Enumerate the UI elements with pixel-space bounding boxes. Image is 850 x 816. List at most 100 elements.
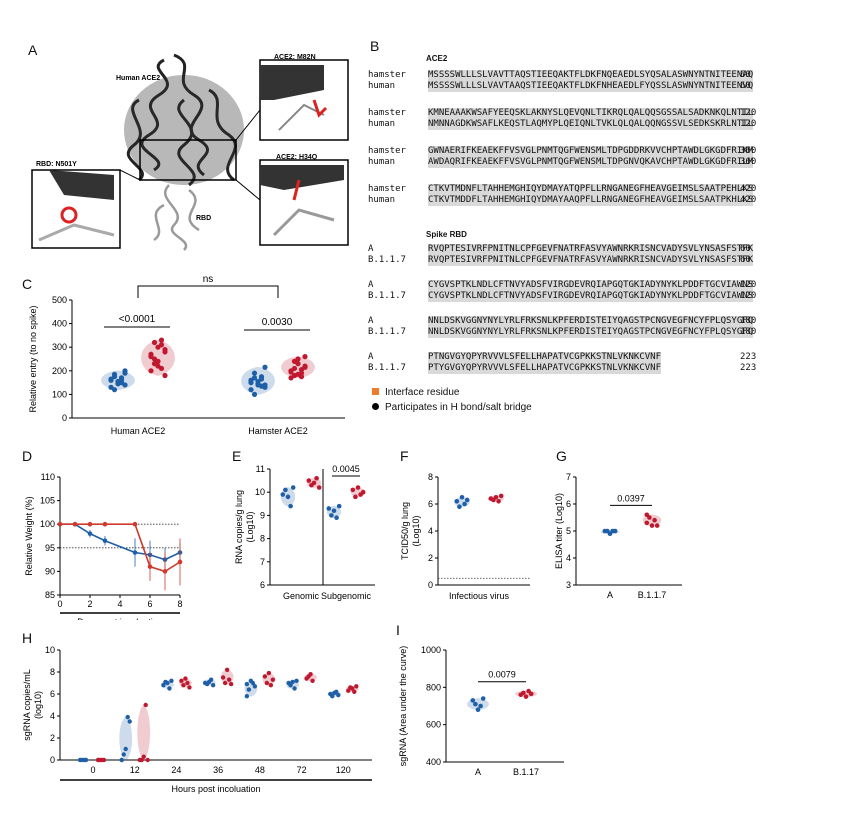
spike-title: Spike RBD <box>426 230 467 239</box>
data-point <box>244 681 250 687</box>
x-tick-label: Genomic <box>283 591 320 601</box>
x-tick-label: 12 <box>130 765 140 775</box>
y-axis-label: sgRNA copies/mL(log10) <box>22 669 43 741</box>
x-tick-label: A <box>475 767 481 777</box>
sequence-name: A <box>368 316 374 326</box>
data-point <box>158 365 165 372</box>
legend-hbond: Participates in H bond/salt bridge <box>372 402 532 413</box>
label-h34q: ACE2: H34Q <box>276 154 318 161</box>
data-point <box>523 694 529 699</box>
y-tick-label: 110 <box>41 472 55 482</box>
data-point <box>306 478 312 483</box>
data-point <box>654 523 660 528</box>
inset-sticks <box>60 206 78 224</box>
data-point <box>336 692 341 698</box>
y-tick-label: 0 <box>428 580 433 590</box>
y-axis-label: RNA copies/g lung(Log10) <box>234 490 255 564</box>
data-point <box>87 531 93 536</box>
y-tick-label: 10 <box>45 645 55 655</box>
data-point <box>464 497 470 503</box>
data-point <box>314 475 319 481</box>
y-tick-label: 7 <box>260 557 265 567</box>
x-tick-label: B.1.17 <box>513 767 539 777</box>
data-point <box>151 361 158 367</box>
chart-elisa: 3 4 5 6 7 ELISA titer (Log10) A B.1.1.7 0.0397 <box>554 472 682 600</box>
sequence-name: human <box>368 157 396 167</box>
x-tick-label: 120 <box>336 765 351 775</box>
panel-label-e: E <box>232 448 242 464</box>
x-tick-label: B.1.1.7 <box>638 590 667 600</box>
connector <box>119 169 141 181</box>
data-point <box>250 680 256 686</box>
data-point <box>127 719 132 724</box>
data-point <box>141 754 146 759</box>
panel-label-f: F <box>400 448 409 464</box>
p-value-label: 0.0397 <box>617 493 645 503</box>
data-point <box>125 714 130 720</box>
data-point <box>336 503 342 509</box>
violin <box>137 704 151 761</box>
x-tick-label: Hamster ACE2 <box>248 426 308 436</box>
inset-ribbon <box>260 65 324 100</box>
x-tick-label: A <box>607 590 613 600</box>
sequence-name: A <box>368 280 374 290</box>
data-point <box>288 683 293 688</box>
x-tick-label: Infectious virus <box>449 591 510 601</box>
data-point <box>350 686 355 691</box>
x-tick-label: Subgenomic <box>321 591 372 601</box>
y-tick-label: 7 <box>566 472 571 482</box>
data-point <box>183 676 188 681</box>
p-value-label: 0.0045 <box>332 464 360 474</box>
data-point <box>118 377 125 383</box>
data-point <box>285 494 291 500</box>
sequence-number: 120 <box>740 291 757 301</box>
sequence-name: B.1.1.7 <box>368 291 406 301</box>
data-point <box>246 687 252 692</box>
y-tick-label: 105 <box>40 496 55 506</box>
x-tick-label: 36 <box>213 765 223 775</box>
ace2-ribbon <box>126 53 237 187</box>
y-tick-label: 6 <box>260 580 265 590</box>
y-tick-label: 8 <box>260 534 265 544</box>
sequence-number: 420 <box>740 195 757 205</box>
data-point <box>473 701 478 707</box>
x-axis-label: Days post incoluation <box>77 617 163 620</box>
data-point <box>143 702 148 708</box>
p-value-label: 0.0030 <box>262 317 293 328</box>
data-point <box>268 683 274 688</box>
data-point <box>326 506 332 511</box>
data-point <box>498 493 504 499</box>
data-point <box>83 757 89 763</box>
y-tick-label: 6 <box>428 499 433 509</box>
p-value-label: <0.0001 <box>119 314 156 325</box>
sequence-number: 223 <box>740 352 757 362</box>
data-point <box>111 374 118 380</box>
data-point <box>208 677 214 682</box>
label-m82n: ACE2: M82N <box>274 54 316 61</box>
data-point <box>148 351 154 357</box>
sequence-number: 360 <box>740 146 757 156</box>
x-tick-label: 0 <box>57 599 62 609</box>
data-point <box>354 684 359 689</box>
data-point <box>475 707 481 713</box>
sequence-text: NNLDSKVGGNYNYLYRLFRKSNLKPFERDISTEIYQAGST… <box>428 327 754 338</box>
chart-rna-copies: 6 7 8 9 10 11 RNA copies/g lung(Log10) Genomic S… <box>234 464 375 601</box>
y-tick-label: 1000 <box>421 645 441 655</box>
y-tick-label: 300 <box>52 342 67 352</box>
panel-label-d: D <box>22 448 33 464</box>
y-tick-label: 0 <box>50 755 55 765</box>
data-point <box>288 369 294 375</box>
data-point <box>251 375 258 381</box>
y-tick-label: 600 <box>426 720 441 730</box>
data-point <box>266 670 272 676</box>
data-point <box>283 487 288 493</box>
data-point <box>162 349 168 355</box>
data-point <box>334 689 339 694</box>
data-point <box>102 538 108 544</box>
ace2-surface <box>124 75 244 185</box>
chart-relative-entry: 0 100 200 300 400 500 Relative entry (to no sp… <box>28 274 345 436</box>
panel-label-b: B <box>370 38 380 54</box>
alignment-panel: ACE2 hamster MSSSSWLLLSLVAVTTAQSTIEEQAKTF… <box>368 54 798 424</box>
data-point <box>644 520 650 526</box>
y-axis-label: Relative Weight (%) <box>24 496 34 575</box>
